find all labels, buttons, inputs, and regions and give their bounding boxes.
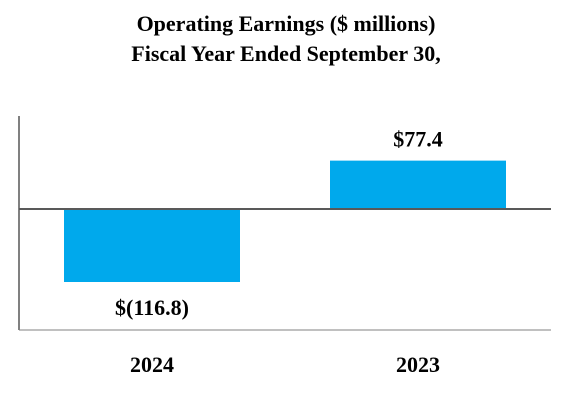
x-tick-label-2024: 2024: [130, 352, 174, 377]
data-label-2023: $77.4: [393, 127, 443, 152]
bar-2023: [330, 160, 506, 209]
x-tick-label-2023: 2023: [396, 352, 440, 377]
data-label-2024: $(116.8): [115, 295, 189, 320]
bar-2024: [64, 209, 240, 282]
chart-title: Operating Earnings ($ millions): [136, 11, 436, 36]
chart-subtitle: Fiscal Year Ended September 30,: [131, 41, 441, 66]
